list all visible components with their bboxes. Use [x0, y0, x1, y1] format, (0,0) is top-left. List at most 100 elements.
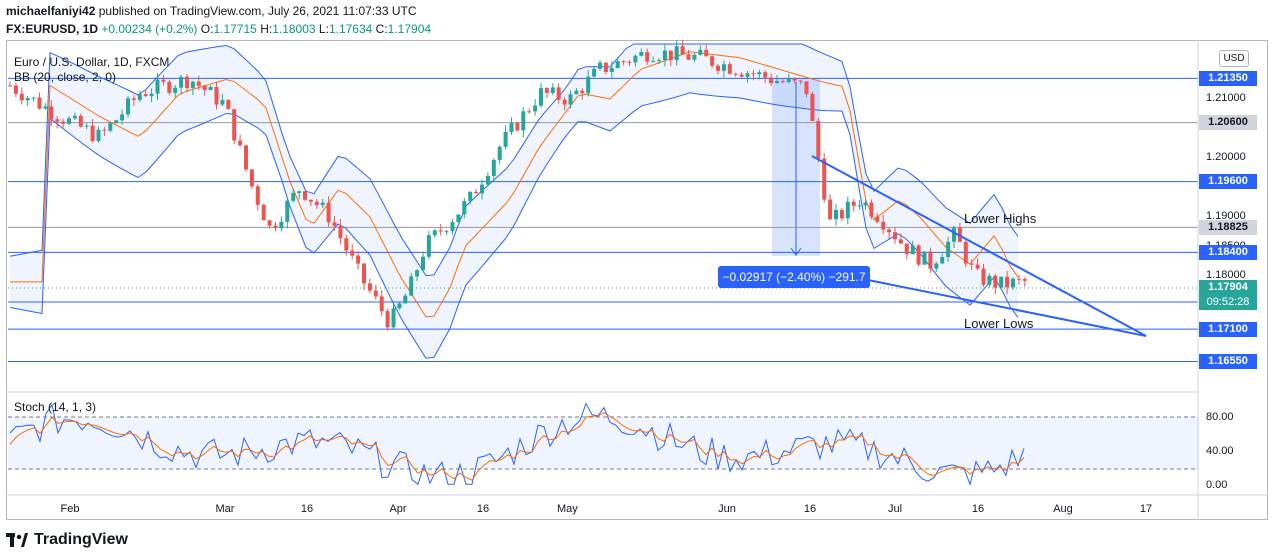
candle-body	[544, 88, 549, 93]
candle-body	[574, 90, 579, 95]
candle-body	[975, 264, 980, 269]
stoch-tick-label: 80.00	[1206, 411, 1234, 423]
candle-body	[562, 99, 567, 105]
candle-body	[409, 276, 414, 296]
candle-body	[468, 191, 473, 202]
symbol-label: FX:EURUSD, 1D	[6, 22, 99, 36]
time-tick-label: 16	[971, 503, 985, 515]
level-tag: 1.21350	[1199, 70, 1257, 86]
publisher-name: michaelfaniyi42	[6, 4, 96, 18]
level-tag: 1.18400	[1199, 244, 1257, 260]
candle-body	[674, 46, 679, 61]
candle-body	[8, 85, 12, 87]
candle-body	[491, 159, 496, 176]
published-text: published on TradingView.com, July 26, 2…	[98, 4, 417, 18]
candle-body	[96, 129, 101, 141]
candle-body	[131, 98, 136, 100]
candle-body	[90, 125, 95, 141]
candle-body	[946, 241, 951, 258]
candle-body	[25, 98, 30, 101]
candle-body	[379, 296, 384, 312]
candle-body	[780, 81, 785, 83]
footer-brand: TradingView	[6, 531, 128, 549]
candle-body	[792, 78, 797, 81]
candle-body	[651, 60, 656, 62]
candle-body	[49, 106, 54, 120]
candle-body	[31, 97, 36, 99]
bollinger-lower-line	[9, 92, 1019, 359]
candle-body	[255, 186, 260, 205]
candle-body	[881, 221, 886, 230]
candle-body	[332, 222, 337, 226]
candle-body	[739, 74, 744, 77]
candle-body	[621, 61, 626, 63]
candle-body	[645, 52, 650, 62]
candle-body	[627, 61, 632, 63]
candle-body	[55, 119, 60, 122]
candle-body	[303, 191, 307, 200]
candle-body	[244, 145, 248, 170]
candle-body	[367, 283, 372, 291]
candle-body	[686, 54, 691, 60]
time-tick-label: May	[557, 503, 578, 515]
level-tag: 1.19600	[1199, 174, 1257, 190]
candle-body	[910, 245, 915, 255]
stoch-legend: Stoch (14, 1, 3)	[14, 400, 97, 414]
candle-body	[893, 232, 897, 240]
candle-body	[845, 201, 850, 219]
stoch-k-line	[9, 402, 1025, 486]
candle-body	[114, 120, 119, 124]
level-tag: 1.17100	[1199, 321, 1257, 337]
candle-body	[474, 191, 479, 194]
candle-body	[196, 81, 201, 86]
publish-info: michaelfaniyi42 published on TradingView…	[6, 4, 417, 18]
candle-body	[751, 73, 756, 75]
brand-name: TradingView	[34, 531, 128, 548]
candle-body	[173, 87, 178, 93]
bar-countdown: 09:52:28	[1199, 295, 1257, 310]
candle-body	[326, 202, 331, 223]
price-tick-label: 1.21000	[1206, 92, 1246, 104]
candle-body	[1005, 276, 1010, 288]
candle-body	[769, 77, 774, 84]
candle-body	[450, 222, 455, 232]
candle-body	[934, 263, 939, 269]
low-value: 1.17634	[328, 22, 373, 36]
candle-body	[721, 64, 726, 71]
candle-body	[232, 109, 237, 141]
candle-body	[916, 245, 921, 265]
candle-body	[19, 93, 24, 101]
bollinger-legend: BB (20, close, 2, 0)	[14, 70, 117, 84]
candle-body	[981, 268, 986, 285]
candle-body	[568, 94, 573, 105]
candle-body	[190, 81, 195, 88]
candle-body	[126, 98, 130, 115]
measure-arrow-head	[790, 247, 802, 256]
candle-body	[291, 193, 296, 201]
currency-button[interactable]: USD	[1219, 50, 1249, 67]
candle-body	[598, 62, 602, 69]
chart-title: Euro / U.S. Dollar, 1D, FXCM	[14, 55, 170, 69]
candle-body	[527, 111, 532, 113]
candle-body	[533, 105, 538, 112]
candle-body	[1022, 279, 1027, 281]
candle-body	[78, 115, 83, 127]
candle-body	[285, 200, 290, 222]
candle-body	[480, 184, 484, 194]
candle-body	[67, 118, 71, 124]
lower-highs-trendline	[811, 155, 1147, 337]
candle-body	[550, 87, 555, 93]
candle-body	[816, 120, 821, 159]
candle-body	[155, 79, 160, 94]
candle-body	[362, 263, 366, 284]
candle-body	[397, 303, 402, 309]
candle-body	[987, 275, 992, 285]
candle-body	[120, 114, 125, 121]
candle-body	[161, 79, 166, 82]
candle-body	[745, 73, 750, 77]
candle-body	[727, 64, 732, 74]
candle-body	[692, 54, 697, 60]
candle-body	[509, 123, 514, 132]
candle-body	[556, 87, 561, 100]
